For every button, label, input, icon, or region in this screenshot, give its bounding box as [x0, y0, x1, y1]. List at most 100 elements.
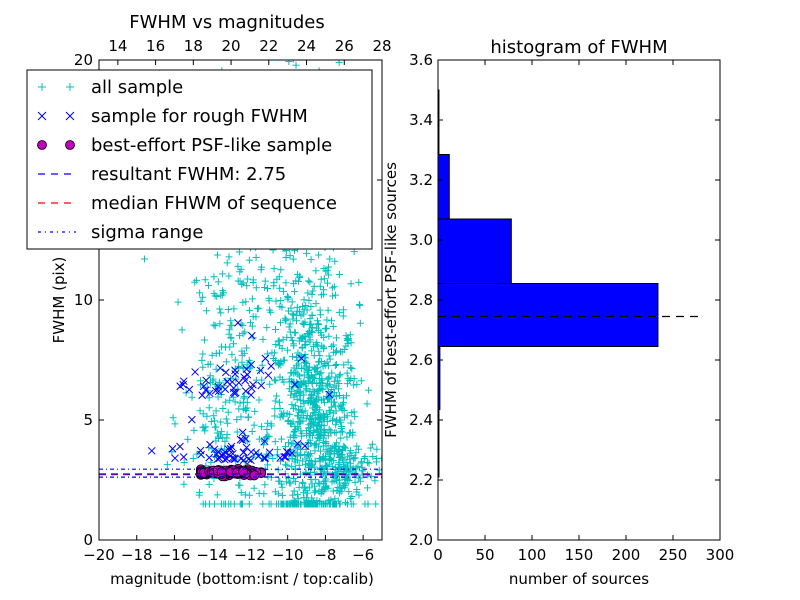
rough-sample-point: [220, 455, 229, 464]
all-sample-point: [302, 386, 310, 394]
all-sample-point: [201, 276, 209, 284]
all-sample-point: [283, 500, 291, 508]
legend-box: [26, 69, 373, 250]
rough-sample-point: [211, 386, 220, 395]
all-sample-point: [199, 293, 207, 301]
rough-sample-point: [188, 415, 196, 424]
all-sample-point: [320, 275, 328, 283]
all-sample-point: [298, 478, 306, 486]
all-sample-point: [294, 456, 302, 464]
all-sample-point: [337, 434, 345, 442]
all-sample-point: [304, 289, 312, 297]
all-sample-point: [325, 460, 333, 468]
all-sample-point: [238, 358, 246, 366]
all-sample-point: [317, 291, 325, 299]
all-sample-point: [306, 412, 314, 420]
all-sample-point: [205, 394, 213, 402]
all-sample-point: [223, 259, 231, 267]
all-sample-point: [367, 444, 375, 452]
all-sample-point: [338, 484, 346, 492]
all-sample-point: [251, 407, 259, 415]
all-sample-point: [206, 372, 214, 380]
all-sample-point: [298, 380, 306, 388]
all-sample-point: [307, 303, 315, 311]
all-sample-point: [274, 466, 282, 474]
rough-sample-point: [216, 364, 225, 372]
all-sample-point: [335, 391, 343, 399]
all-sample-point: [335, 372, 343, 380]
all-sample-point: [290, 487, 298, 495]
all-sample-point: [368, 440, 376, 448]
all-sample-point: [285, 375, 293, 383]
all-sample-point: [289, 353, 297, 361]
all-sample-point: [345, 488, 353, 496]
rough-sample-point: [261, 454, 270, 462]
all-sample-point: [200, 336, 208, 344]
all-sample-point: [222, 415, 230, 423]
all-sample-point: [304, 277, 312, 285]
rough-sample-point: [221, 368, 230, 377]
all-sample-point: [235, 364, 243, 372]
all-sample-point: [242, 298, 250, 306]
all-sample-point: [286, 320, 294, 328]
all-sample-point: [276, 413, 284, 421]
legend-marker-all-sample: [38, 83, 46, 91]
all-sample-point: [350, 381, 358, 389]
all-sample-point: [317, 275, 325, 283]
all-sample-point: [336, 460, 344, 468]
histogram-x-tick-label: 100: [518, 546, 547, 564]
all-sample-point: [353, 380, 361, 388]
all-sample-point: [236, 481, 244, 489]
all-sample-point: [227, 334, 235, 342]
all-sample-point: [246, 491, 254, 499]
all-sample-point: [292, 425, 300, 433]
histogram-x-ticks: 0 50 100 150 200 250 300: [433, 60, 734, 564]
all-sample-point: [285, 60, 293, 66]
all-sample-point: [320, 442, 328, 450]
all-sample-point: [169, 414, 177, 422]
all-sample-point: [332, 429, 340, 437]
all-sample-point: [332, 349, 340, 357]
rough-sample-point: [228, 449, 237, 458]
all-sample-point: [311, 488, 319, 496]
all-sample-point: [212, 437, 220, 445]
all-sample-point: [188, 393, 196, 401]
scatter-top-x-tick-label: 26: [335, 37, 354, 55]
all-sample-point: [317, 331, 325, 339]
all-sample-point: [329, 487, 337, 495]
scatter-y-tick-label: 20: [74, 51, 93, 69]
all-sample-point: [171, 420, 179, 428]
all-sample-point: [341, 413, 349, 421]
all-sample-point: [326, 500, 334, 508]
all-sample-point: [330, 377, 338, 385]
all-sample-point: [199, 410, 207, 418]
all-sample-point: [252, 313, 260, 321]
all-sample-point: [206, 360, 214, 368]
all-sample-point: [300, 498, 308, 506]
all-sample-point: [303, 489, 311, 497]
all-sample-point: [228, 351, 236, 359]
all-sample-point: [294, 270, 302, 278]
rough-sample-point: [247, 360, 256, 369]
legend-marker-rough-sample: [37, 111, 47, 121]
all-sample-point: [255, 396, 263, 404]
all-sample-point: [238, 280, 246, 288]
all-sample-point: [339, 399, 347, 407]
all-sample-point: [315, 251, 323, 259]
all-sample-point: [332, 392, 340, 400]
all-sample-point: [348, 365, 356, 373]
all-sample-point: [216, 320, 224, 328]
histogram-x-tick-label: 250: [659, 546, 688, 564]
all-sample-point: [319, 456, 327, 464]
all-sample-point: [297, 432, 305, 440]
all-sample-point: [180, 480, 188, 488]
all-sample-point: [289, 491, 297, 499]
all-sample-point: [193, 450, 201, 458]
scatter-top-x-tick-label: 16: [146, 37, 165, 55]
histogram-x-tick-label: 200: [612, 546, 641, 564]
all-sample-point: [294, 356, 302, 364]
all-sample-point: [199, 363, 207, 371]
rough-sample-point: [265, 448, 274, 457]
all-sample-point: [234, 277, 242, 285]
